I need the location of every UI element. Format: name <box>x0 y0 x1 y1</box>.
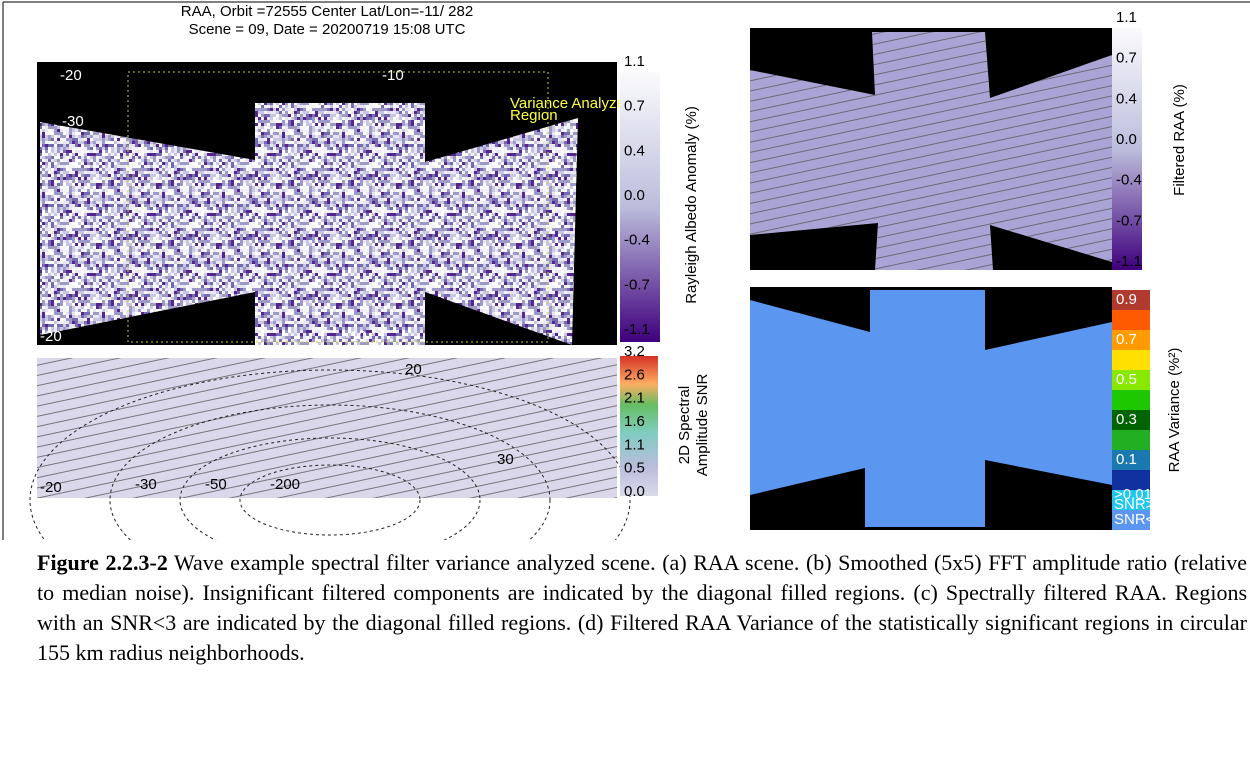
colorbar-tick-label: 1.1 <box>1116 9 1137 26</box>
colorbar-tick-label: 0.7 <box>624 98 645 115</box>
colorbar-segment <box>1112 390 1150 410</box>
colorbar-tick-label: 2.1 <box>624 390 645 407</box>
colorbar-tick-label: 0.0 <box>1116 131 1137 148</box>
colorbar-segment <box>1112 290 1150 310</box>
colorbar-segment <box>1112 410 1150 430</box>
colorbar-tick-label: -0.4 <box>624 232 650 249</box>
colorbar-tick-label: 0.5 <box>1116 371 1137 388</box>
map-label: -30 <box>62 113 84 130</box>
colorbar-label: Filtered RAA (%) <box>1171 84 1188 196</box>
legend-entry: >0.01 & <box>1114 486 1166 503</box>
colorbar-segment <box>1112 450 1150 470</box>
region-label: Region <box>510 107 558 124</box>
colorbar <box>620 72 660 342</box>
colorbar-label: Rayleigh Albedo Anomaly (%) <box>683 106 700 304</box>
map-label: -20 <box>40 328 62 345</box>
colorbar-tick-label: 0.1 <box>1116 451 1137 468</box>
map-label: -10 <box>345 328 367 345</box>
contour-label: -200 <box>270 476 300 493</box>
panel-title: RAA, Orbit =72555 Center Lat/Lon=-11/ 28… <box>181 3 473 20</box>
map-label: -20 <box>60 67 82 84</box>
legend-entry: SNR<3 <box>1114 511 1163 528</box>
contour-label: -30 <box>135 476 157 493</box>
colorbar-tick-label: 0.7 <box>1116 331 1137 348</box>
colorbar-tick-label: 0.4 <box>624 142 645 159</box>
caption: Figure 2.2.3-2 Wave example spectral fil… <box>37 548 1247 668</box>
colorbar-label: Amplitude SNR <box>694 374 711 477</box>
colorbar-tick-label: -1.1 <box>624 321 650 338</box>
legend-entry: SNR>3 <box>1114 496 1163 513</box>
colorbar <box>620 356 658 496</box>
colorbar-tick-label: -1.1 <box>1116 253 1142 270</box>
colorbar-tick-label: 0.0 <box>624 483 645 500</box>
colorbar-segment <box>1112 470 1150 490</box>
colorbar-tick-label: 0.5 <box>624 460 645 477</box>
colorbar-tick-label: 0.7 <box>1116 50 1137 67</box>
raa-swath <box>40 103 578 345</box>
figure: RAA, Orbit =72555 Center Lat/Lon=-11/ 28… <box>2 1 1250 540</box>
insignificant-hatch <box>37 358 617 498</box>
contour-label: -20 <box>40 479 62 496</box>
colorbar-segment <box>1112 350 1150 370</box>
caption-label: Figure 2.2.3-2 <box>37 550 168 575</box>
colorbar-tick-label: 0.9 <box>1116 291 1137 308</box>
colorbar-tick-label: -0.7 <box>1116 212 1142 229</box>
variance-region <box>127 71 549 343</box>
colorbar-tick-label: 0.4 <box>1116 90 1137 107</box>
colorbar-segment <box>1112 310 1150 330</box>
colorbar-tick-label: -0.7 <box>624 276 650 293</box>
contours <box>29 369 631 540</box>
colorbar-segment <box>1112 430 1150 450</box>
panel-title: Scene = 09, Date = 20200719 15:08 UTC <box>189 21 466 38</box>
colorbar-label: 2D Spectral <box>676 386 693 464</box>
snr-hatch <box>750 32 1112 270</box>
caption-text: Wave example spectral filter variance an… <box>37 550 1248 665</box>
colorbar-tick-label: 2.6 <box>624 366 645 383</box>
colorbar-label: RAA Variance (%²) <box>1166 348 1183 473</box>
contour-label: -50 <box>205 476 227 493</box>
colorbar <box>1112 28 1142 270</box>
colorbar-tick-label: 0.0 <box>624 187 645 204</box>
colorbar-tick-label: 1.1 <box>624 53 645 70</box>
colorbar-segment <box>1112 330 1150 350</box>
contour-label: 30 <box>497 451 514 468</box>
map-label: -10 <box>382 67 404 84</box>
colorbar-tick-label: 1.6 <box>624 413 645 430</box>
variance-swath <box>750 290 1112 527</box>
colorbar-tick-label: 3.2 <box>624 343 645 360</box>
colorbar-segment <box>1112 370 1150 390</box>
region-label: Variance Analyzed <box>510 95 633 112</box>
contour-label: 20 <box>405 361 422 378</box>
colorbar-segment <box>1112 490 1150 510</box>
colorbar-tick-label: 1.1 <box>624 436 645 453</box>
colorbar-segment <box>1112 510 1150 530</box>
colorbar-tick-label: -0.4 <box>1116 172 1142 189</box>
colorbar-tick-label: 0.3 <box>1116 411 1137 428</box>
